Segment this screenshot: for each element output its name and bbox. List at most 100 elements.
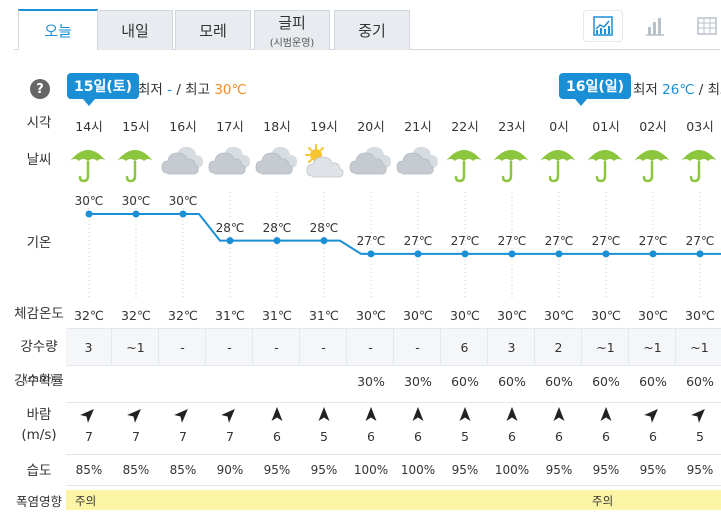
wind-direction-icon xyxy=(505,406,519,422)
temp-point xyxy=(414,250,422,258)
hour-time: 17시 xyxy=(216,119,244,134)
cloud-icon xyxy=(208,143,252,183)
temp-label: 27℃ xyxy=(544,233,574,248)
feels-like-value: 30℃ xyxy=(450,308,480,323)
tab-tomorrow-label: 내일 xyxy=(121,22,149,40)
graph-view-button[interactable] xyxy=(584,11,622,41)
divider xyxy=(66,402,721,403)
feels-like-value: 32℃ xyxy=(74,308,104,323)
humidity-value: 85% xyxy=(169,463,197,477)
temp-label: 30℃ xyxy=(74,194,104,208)
humidity-value: 100% xyxy=(400,463,436,477)
temp-point xyxy=(85,210,93,218)
precip-value: 3 xyxy=(66,328,112,366)
wind-speed-value: 6 xyxy=(508,429,516,444)
tab-3days-label: 글피 xyxy=(278,14,306,32)
feels-like-value: 31℃ xyxy=(262,308,292,323)
hour-time: 18시 xyxy=(263,119,291,134)
row-label-precip-unit: (mm) xyxy=(23,372,54,385)
tab-3days[interactable]: 글피 (시범운영) xyxy=(254,10,330,50)
date-badge-today: 15일(토) xyxy=(67,73,140,106)
table-view-icon xyxy=(697,17,717,35)
humidity-value: 85% xyxy=(122,463,150,477)
precip-value: - xyxy=(301,328,347,366)
wind-speed-value: 7 xyxy=(179,429,187,444)
wind-direction-icon xyxy=(552,406,566,422)
precip-value: - xyxy=(348,328,394,366)
hour-time: 01시 xyxy=(592,119,620,134)
feels-like-value: 30℃ xyxy=(544,308,574,323)
temp-point xyxy=(649,250,657,258)
precip-prob-value: 60% xyxy=(639,374,667,389)
wind-direction-icon xyxy=(317,406,331,422)
wind-speed-value: 6 xyxy=(555,429,563,444)
wind-speed-value: 5 xyxy=(320,429,328,444)
feels-like-value: 32℃ xyxy=(121,308,151,323)
table-view-button[interactable] xyxy=(688,11,721,41)
temp-label: 30℃ xyxy=(168,194,198,208)
wind-direction-icon xyxy=(270,406,284,422)
hour-time: 14시 xyxy=(75,119,103,134)
tab-tomorrow[interactable]: 내일 xyxy=(97,10,173,50)
wind-speed-value: 7 xyxy=(85,429,93,444)
temp-point xyxy=(508,250,516,258)
wind-direction-icon xyxy=(174,406,190,423)
row-label-feels: 체감온도 xyxy=(14,306,64,322)
temp-label: 27℃ xyxy=(497,233,527,248)
today-minmax: 최저 - / 최고 30℃ xyxy=(138,78,247,98)
umbrella-icon xyxy=(631,143,675,183)
tab-today-label: 오늘 xyxy=(44,21,72,40)
partly-cloudy-icon xyxy=(302,143,346,183)
precip-value: - xyxy=(160,328,206,366)
help-button[interactable]: ? xyxy=(30,79,50,99)
row-label-weather: 날씨 xyxy=(26,152,52,168)
humidity-value: 95% xyxy=(545,463,573,477)
hour-time: 19시 xyxy=(310,119,338,134)
max-label: 최고 xyxy=(185,82,211,98)
bar-view-icon xyxy=(646,18,664,36)
min-value: 26℃ xyxy=(662,82,695,98)
view-toggle xyxy=(584,11,721,41)
feels-like-value: 30℃ xyxy=(497,308,527,323)
precip-prob-value: 30% xyxy=(404,374,432,389)
wind-speed-value: 6 xyxy=(273,429,281,444)
temp-point xyxy=(226,237,234,245)
temp-point xyxy=(696,250,704,258)
humidity-value: 95% xyxy=(639,463,667,477)
tomorrow-minmax: 최저 26℃ / 최고 3 xyxy=(633,78,721,98)
tab-day-after[interactable]: 모레 xyxy=(175,10,251,50)
cloud-icon xyxy=(349,143,393,183)
tab-today[interactable]: 오늘 xyxy=(18,9,98,50)
hour-time: 15시 xyxy=(122,119,150,134)
precip-value: ~1 xyxy=(113,328,159,366)
tab-midterm[interactable]: 중기 xyxy=(334,10,410,50)
temp-label: 27℃ xyxy=(685,233,715,248)
hour-time: 02시 xyxy=(639,119,667,134)
wind-direction-icon xyxy=(599,406,613,422)
min-label: 최저 xyxy=(633,82,658,98)
hour-time: 0시 xyxy=(549,119,569,134)
temp-point xyxy=(461,250,469,258)
wind-speed-value: 6 xyxy=(414,429,422,444)
bar-view-button[interactable] xyxy=(636,11,674,41)
max-label: 최고 xyxy=(707,82,721,98)
precip-value: - xyxy=(254,328,300,366)
row-label-humidity: 습도 xyxy=(26,463,52,479)
min-value: - xyxy=(167,82,173,98)
temp-point xyxy=(320,237,328,245)
cloud-icon xyxy=(396,143,440,183)
row-label-prob: 강수확률 xyxy=(14,373,64,389)
humidity-value: 95% xyxy=(310,463,338,477)
row-label-precip: 강수량 xyxy=(20,339,58,355)
precip-value: - xyxy=(395,328,441,366)
graph-view-icon xyxy=(593,16,613,36)
umbrella-icon xyxy=(490,143,534,183)
humidity-value: 100% xyxy=(353,463,389,477)
temp-label: 27℃ xyxy=(403,233,433,248)
cloud-icon xyxy=(161,143,205,183)
precip-prob-value: 60% xyxy=(545,374,573,389)
temp-point xyxy=(132,210,140,218)
wind-direction-icon xyxy=(411,406,425,422)
minmax-separator: / xyxy=(698,82,704,98)
row-label-heat: 폭염영향 xyxy=(15,494,62,509)
